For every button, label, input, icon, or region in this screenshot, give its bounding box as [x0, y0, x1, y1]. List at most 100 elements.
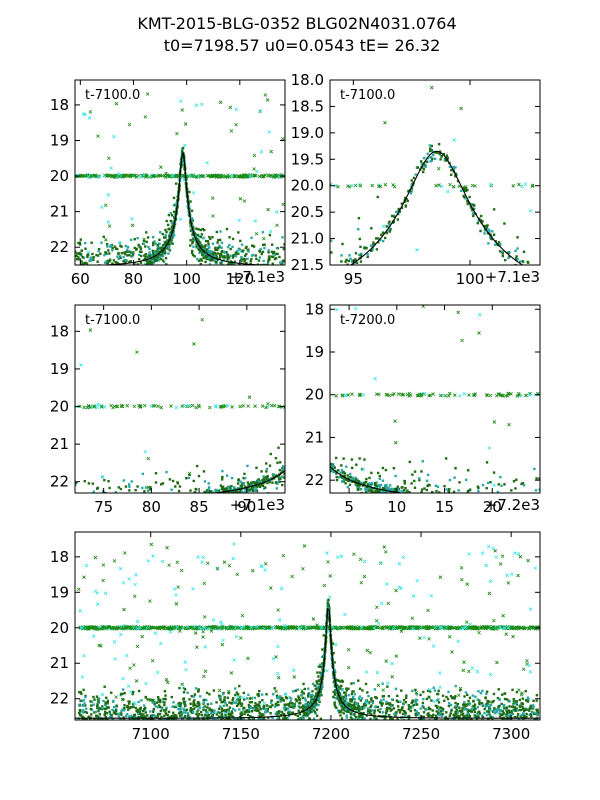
data-point-x [228, 105, 233, 110]
data-point [259, 247, 262, 251]
data-point-x [114, 173, 118, 178]
data-point [376, 725, 378, 727]
data-point [350, 259, 354, 262]
data-point [150, 253, 153, 257]
data-point [163, 514, 165, 516]
data-point [143, 704, 146, 707]
data-point [165, 230, 168, 234]
data-point [119, 725, 121, 727]
data-point [206, 248, 209, 251]
data-point [354, 478, 357, 481]
data-point [410, 189, 413, 192]
data-point [260, 470, 263, 473]
data-point [447, 730, 449, 732]
data-point [501, 250, 504, 254]
data-point [300, 693, 304, 697]
data-point [423, 487, 426, 490]
data-point [400, 206, 404, 210]
data-point [251, 718, 255, 720]
data-point [190, 251, 194, 255]
data-point [381, 466, 385, 470]
data-point [495, 520, 497, 522]
data-point [204, 725, 206, 727]
data-point [232, 701, 235, 704]
data-point [475, 717, 479, 720]
data-point [162, 260, 166, 264]
data-point [126, 245, 130, 249]
data-point [427, 706, 431, 709]
data-point [242, 483, 245, 486]
data-point [352, 690, 355, 693]
data-point [186, 712, 190, 715]
data-point [263, 736, 265, 738]
data-point [524, 535, 526, 537]
data-point [500, 484, 503, 487]
data-point [454, 711, 457, 715]
data-point [367, 489, 370, 492]
data-point-x [265, 404, 270, 409]
data-point [168, 249, 172, 252]
data-point [219, 253, 222, 257]
data-point [399, 720, 401, 722]
data-point [207, 256, 210, 260]
data-point [157, 250, 160, 253]
data-point [196, 717, 199, 720]
data-point [210, 258, 214, 262]
data-point [169, 211, 173, 215]
data-point-x [174, 405, 179, 410]
data-point [186, 691, 189, 694]
data-point [315, 714, 319, 718]
data-point [488, 713, 491, 716]
data-point [332, 273, 334, 275]
data-point [267, 251, 270, 254]
data-point [485, 226, 488, 229]
data-point [108, 258, 112, 261]
data-point [98, 707, 101, 710]
data-point [85, 722, 87, 724]
data-point [444, 727, 446, 729]
data-point [255, 487, 258, 491]
data-point [114, 708, 118, 711]
data-point [96, 703, 99, 706]
data-point [389, 228, 392, 231]
data-point [248, 722, 250, 724]
data-point [87, 266, 89, 268]
data-point-x [266, 207, 270, 212]
data-point [146, 236, 150, 239]
data-point [102, 732, 104, 734]
data-point [334, 697, 337, 700]
data-point [516, 258, 519, 261]
data-point [375, 481, 378, 484]
data-point [437, 711, 440, 714]
data-point [151, 260, 154, 264]
data-point [411, 689, 414, 693]
data-point [227, 691, 231, 695]
data-point [474, 707, 477, 711]
data-point [387, 731, 389, 733]
data-point-x [132, 404, 137, 409]
data-point [111, 725, 113, 727]
data-point [266, 260, 270, 263]
data-point [114, 261, 117, 264]
data-point [144, 245, 147, 248]
figure-title-line2: t0=7198.57 u0=0.0543 tE= 26.32 [164, 36, 441, 55]
data-point [358, 734, 360, 736]
data-point [476, 706, 480, 709]
data-point [294, 733, 296, 735]
data-point [219, 484, 223, 487]
data-point [432, 153, 435, 157]
data-point-x [105, 173, 110, 178]
panel-time-label: t-7100.0 [340, 88, 395, 103]
data-point [287, 715, 291, 718]
data-point [113, 709, 116, 713]
data-point [245, 697, 249, 700]
data-point [408, 498, 410, 500]
data-point [214, 252, 217, 255]
data-point-x [134, 175, 139, 179]
data-point [183, 708, 186, 712]
data-point [429, 160, 432, 163]
data-point [316, 682, 319, 685]
data-point [262, 263, 266, 265]
data-point [530, 724, 532, 726]
data-point [221, 281, 223, 283]
